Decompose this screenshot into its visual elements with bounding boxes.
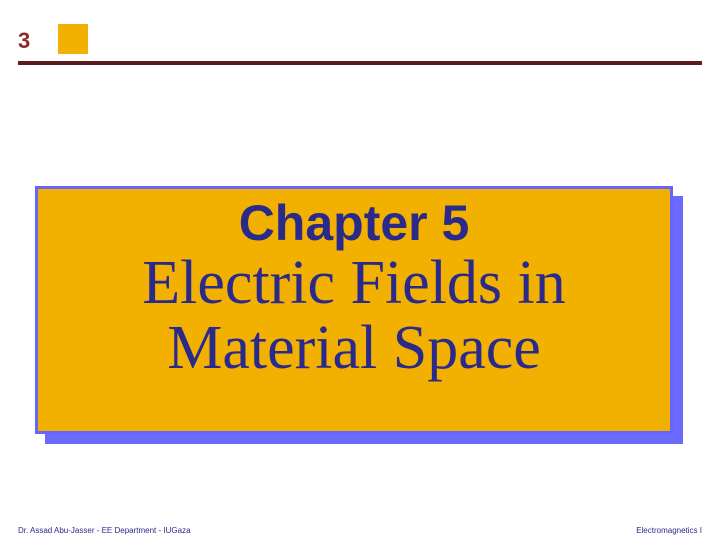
footer-right: Electromagnetics I [636, 526, 702, 535]
content-box: Chapter 5 Electric Fields in Material Sp… [35, 186, 673, 434]
slide: 3 Chapter 5 Electric Fields in Material … [0, 0, 720, 555]
accent-square [58, 24, 88, 54]
chapter-title-line2: Material Space [38, 317, 670, 380]
horizontal-rule [18, 61, 702, 65]
chapter-label: Chapter 5 [38, 197, 670, 250]
footer-left: Dr. Assad Abu-Jasser - EE Department - I… [18, 526, 191, 535]
page-number: 3 [18, 28, 30, 54]
chapter-title-line1: Electric Fields in [38, 252, 670, 315]
